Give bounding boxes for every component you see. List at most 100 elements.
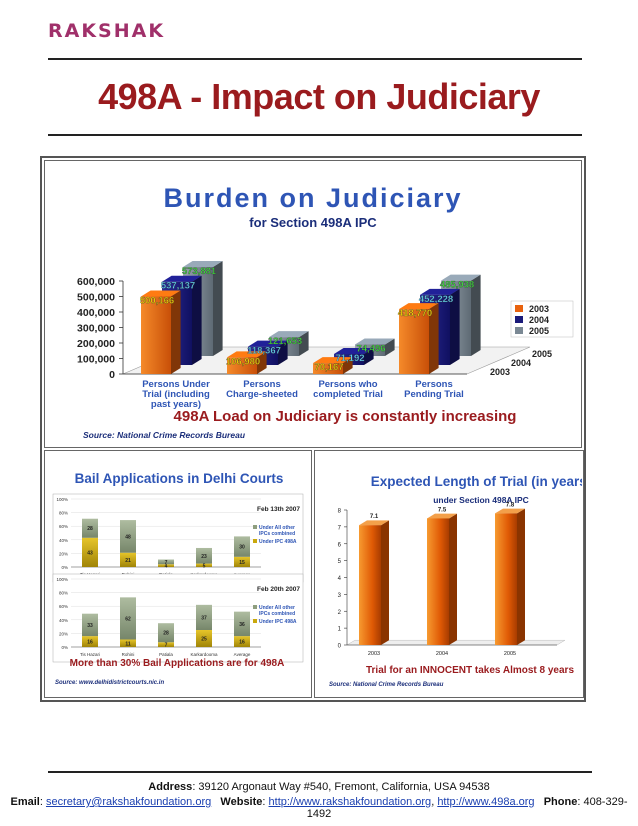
email-label: Email [10,796,40,808]
segment-value-label: 25 [201,637,207,643]
bar-side [278,340,288,365]
y-tick-label: 0 [109,369,115,381]
segment-value-label: 62 [125,616,131,622]
bar-front [313,363,343,374]
trial-length-caption: Trial for an INNOCENT takes Almost 8 yea… [366,665,574,676]
stacked-bar-segment [82,518,98,538]
category-label: Average [234,652,251,657]
category-label: 2004 [436,651,448,657]
bar-value-label: 70,167 [314,362,343,373]
y-tick-label: 80% [59,591,68,596]
y-tick-label: 6 [338,542,342,548]
stacked-bar-segment [158,559,174,565]
y-tick-label: 20% [59,551,68,556]
y-tick-label: 60% [59,524,68,529]
burden-chart-title: Burden on Judiciary [163,183,462,213]
bar-front [227,357,257,374]
segment-value-label: 48 [125,534,131,540]
trial-length-chart: Expected Length of Trial (in years) unde… [329,474,591,688]
bar-side [299,331,309,356]
website-label: Website [220,796,263,808]
y-tick-label: 60% [59,604,68,609]
bar-front [427,518,449,645]
stacked-bar-segment [234,611,250,637]
stacked-bar-segment [234,556,250,567]
bar-value-label: 74,496 [356,343,385,354]
bar-value-label: 7.5 [438,507,447,513]
segment-value-label: 16 [239,640,245,646]
bar-side [171,290,181,374]
bar-side [257,351,267,374]
legend-label: Under All other [259,525,295,531]
y-tick-label: 300,000 [77,323,115,335]
bar-side [343,357,353,374]
trial-length-source: Source: National Crime Records Bureau [329,682,444,688]
legend-label: Under IPC 498A [259,619,297,625]
segment-value-label: 4 [165,564,168,570]
y-tick-label: 5 [338,559,342,565]
footer-address-line: Address: 39120 Argonaut Way #540, Fremon… [0,781,638,793]
depth-axis-label: 2005 [532,349,552,359]
burden-chart-caption: 498A Load on Judiciary is constantly inc… [174,408,517,425]
category-label: Patiala [159,652,173,657]
bar-value-label: 7.8 [506,502,515,508]
bail-chart-panel: Bail Applications in Delhi Courts 0% 20% 4… [44,450,312,698]
legend-swatch [253,539,257,543]
stacked-bar-segment [158,623,174,643]
stacked-bar-segment [120,552,136,567]
bar-top [141,290,181,297]
website-separator: , [431,796,438,808]
bar-value-label: 71,192 [335,353,364,364]
legend-label: 2003 [529,304,549,314]
y-tick-label: 20% [59,631,68,636]
email-link[interactable]: secretary@rakshakfoundation.org [45,796,212,808]
bar-front [495,513,517,645]
legend-label: Under IPC 498A [259,539,297,545]
top-divider [48,58,582,60]
burden-chart-bars [141,261,481,374]
bar-value-label: 106,980 [226,356,260,367]
phone-label: Phone [543,796,578,808]
bar-side [449,513,457,645]
bar-top [441,274,481,281]
stacked-bar-segment [82,613,98,637]
bar-top [227,351,267,358]
stacked-bar-segment [158,564,174,567]
trial-length-bars: 7.1 2003 7.5 2004 7.8 2005 [359,502,525,657]
stacked-bar-segment [234,536,250,557]
bar-top [162,275,202,282]
segment-value-label: 37 [201,615,207,621]
bar-value-label: 418,770 [398,308,432,319]
y-tick-label: 400,000 [77,307,115,319]
bar-side [429,303,439,374]
trial-length-chart-title: Expected Length of Trial (in years) [371,474,582,489]
charts-frame: Burden on Judiciary for Section 498A IPC… [40,156,591,702]
stacked-bar-segment [82,537,98,567]
bail-chart-caption: More than 30% Bail Applications are for … [70,658,285,669]
legend-label: IPCs combined [259,531,295,537]
stacked-bar-segment [234,636,250,647]
bar-side [381,520,389,645]
bar-top [313,357,353,364]
y-tick-label: 500,000 [77,292,115,304]
segment-value-label: 43 [87,550,93,556]
segment-value-label: 30 [239,545,245,551]
y-tick-label: 3 [338,593,342,599]
website-link-rakshak[interactable]: http://www.rakshakfoundation.org [268,796,432,808]
category-label: Persons who [318,379,377,390]
category-label: past years) [151,399,201,410]
brand-logo: RAKSHAK [48,20,166,42]
bar-value-label: 500,166 [140,295,174,306]
bail-subchart-feb13: 0%20%40%60%80%100%4328Tis Hazari2148Rohi… [52,493,304,583]
category-label: Persons [243,379,281,390]
bail-subchart-feb20: 0% 20% 40% 60% 80% 100% 16 33 Tis Hazari 11 62 Rohi… [52,573,304,663]
stacked-bar-segment [196,547,212,564]
website-link-498a[interactable]: http://www.498a.org [437,796,535,808]
segment-value-label: 7 [165,643,168,649]
y-tick-label: 0% [61,645,68,650]
category-label: Rohini [122,652,135,657]
stacked-bar-segment [120,639,136,647]
bail-chart-title: Bail Applications in Delhi Courts [75,471,284,486]
bar-side [471,274,481,356]
